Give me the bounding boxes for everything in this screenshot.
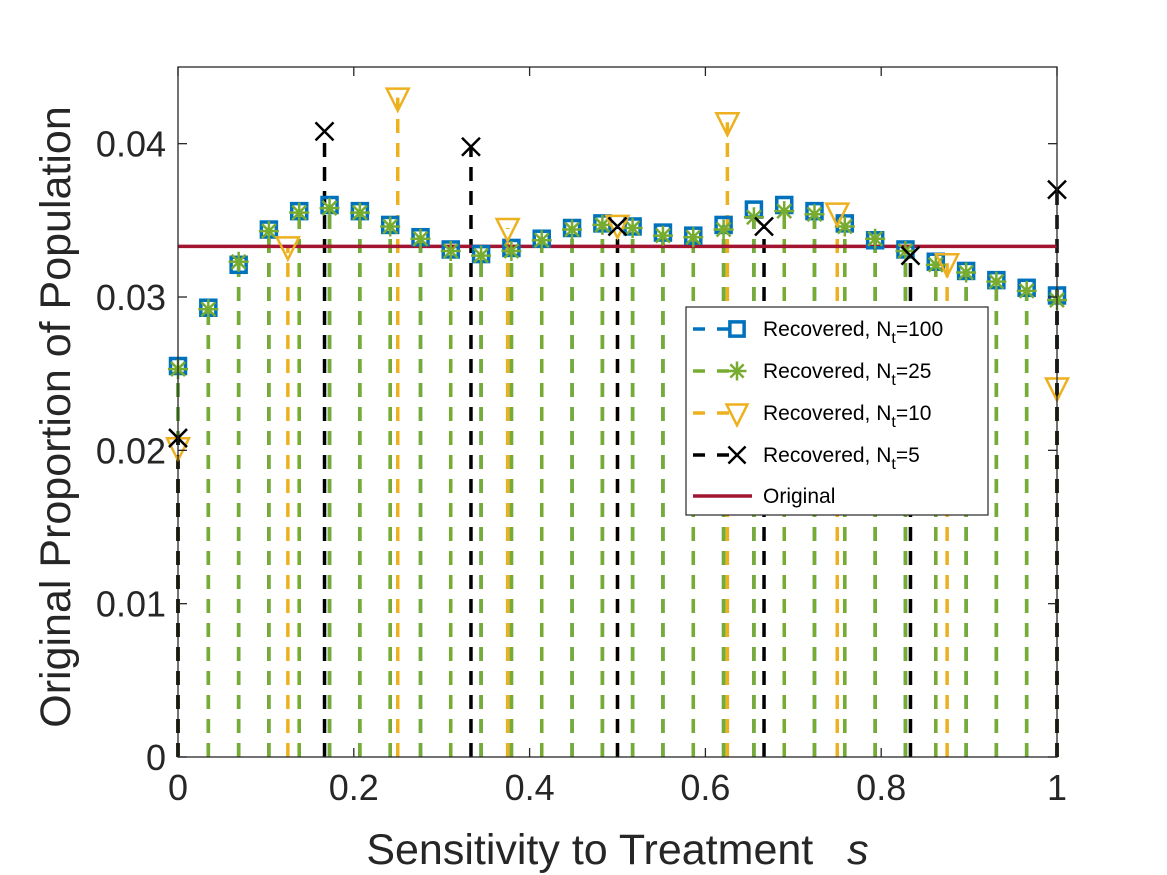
data-point-asterisk bbox=[986, 271, 1007, 292]
data-point-asterisk bbox=[562, 219, 583, 240]
x-tick-label: 0.4 bbox=[505, 767, 555, 808]
data-point-asterisk bbox=[410, 228, 431, 249]
plot-area-box bbox=[177, 66, 1058, 758]
y-tick-label: 0.01 bbox=[96, 584, 166, 625]
legend-marker-asterisk bbox=[727, 361, 747, 381]
legend-label: Recovered, Nt=25 bbox=[763, 360, 931, 389]
x-axis-title: Sensitivity to Treatment s bbox=[366, 826, 868, 874]
data-point-asterisk bbox=[956, 262, 977, 283]
x-tick-label: 1 bbox=[1047, 767, 1067, 808]
legend-item: Recovered, Nt=5 bbox=[693, 444, 920, 473]
data-point-asterisk bbox=[440, 241, 461, 261]
legend-marker-triangle-down bbox=[724, 403, 750, 429]
legend-item: Original bbox=[693, 485, 835, 508]
data-point-asterisk bbox=[471, 245, 492, 266]
data-point-x bbox=[314, 121, 335, 142]
data-point-asterisk bbox=[743, 207, 764, 228]
x-tick-label: 0.2 bbox=[329, 767, 379, 808]
x-axis-title-symbol: s bbox=[847, 826, 869, 874]
data-point-asterisk bbox=[1016, 280, 1037, 301]
legend-marker-square bbox=[728, 320, 746, 338]
data-point-asterisk bbox=[652, 225, 673, 246]
y-axis-ticks: 0 0.01 0.02 0.03 0.04 bbox=[96, 124, 1057, 778]
legend-label: Recovered, Nt=10 bbox=[763, 402, 931, 431]
data-point-triangle-down bbox=[824, 202, 851, 229]
y-axis-title: Original Proportion of Population bbox=[32, 106, 80, 727]
x-axis-title-text: Sensitivity to Treatment bbox=[366, 826, 813, 874]
data-point-asterisk bbox=[289, 202, 310, 223]
legend-box bbox=[685, 306, 989, 516]
data-point-triangle-down bbox=[934, 253, 961, 280]
legend-item: Recovered, Nt=100 bbox=[693, 318, 943, 347]
data-point-asterisk bbox=[198, 299, 219, 320]
data-point-x bbox=[461, 136, 481, 157]
data-point-x bbox=[607, 216, 628, 237]
data-point-asterisk bbox=[683, 227, 704, 248]
data-point-x bbox=[754, 216, 774, 237]
data-point-asterisk bbox=[349, 202, 370, 223]
legend-marker-x bbox=[727, 445, 747, 465]
y-tick-label: 0.03 bbox=[96, 277, 166, 318]
data-point-asterisk bbox=[865, 228, 886, 249]
data-point-asterisk bbox=[319, 198, 340, 219]
data-point-asterisk bbox=[592, 214, 613, 235]
markers-layer bbox=[164, 87, 1071, 464]
data-point-asterisk bbox=[834, 216, 855, 237]
data-point-asterisk bbox=[925, 254, 946, 275]
x-tick-label: 0.6 bbox=[680, 767, 730, 808]
data-point-asterisk bbox=[774, 201, 795, 222]
data-point-asterisk bbox=[804, 204, 825, 225]
data-point-triangle-down bbox=[714, 111, 741, 138]
data-point-triangle-down bbox=[604, 214, 631, 241]
legend-label: Recovered, Nt=100 bbox=[763, 318, 943, 347]
legend-item: Recovered, Nt=25 bbox=[693, 360, 931, 389]
data-point-triangle-down bbox=[274, 236, 301, 263]
data-point-asterisk bbox=[228, 251, 249, 272]
y-tick-label: 0 bbox=[146, 737, 166, 778]
data-point-asterisk bbox=[380, 216, 401, 237]
data-point-asterisk bbox=[713, 219, 734, 240]
legend-item: Recovered, Nt=10 bbox=[693, 402, 931, 431]
legend-label: Recovered, Nt=5 bbox=[763, 444, 920, 473]
data-point-triangle-down bbox=[384, 87, 411, 114]
data-point-asterisk bbox=[258, 221, 279, 242]
x-axis-ticks: 0 0.2 0.4 0.6 0.8 1 bbox=[168, 67, 1067, 808]
legend: Recovered, Nt=100 Recovered, Nt=25 Recover… bbox=[685, 306, 989, 516]
y-tick-label: 0.04 bbox=[96, 124, 166, 165]
legend-label: Original bbox=[763, 485, 835, 508]
data-point-triangle-down bbox=[494, 217, 521, 244]
y-tick-label: 0.02 bbox=[96, 430, 166, 471]
x-tick-label: 0 bbox=[168, 767, 188, 808]
x-tick-label: 0.8 bbox=[856, 767, 906, 808]
data-point-x bbox=[900, 245, 921, 266]
data-point-asterisk bbox=[622, 218, 643, 238]
data-point-asterisk bbox=[531, 230, 552, 251]
data-point-asterisk bbox=[501, 241, 522, 261]
